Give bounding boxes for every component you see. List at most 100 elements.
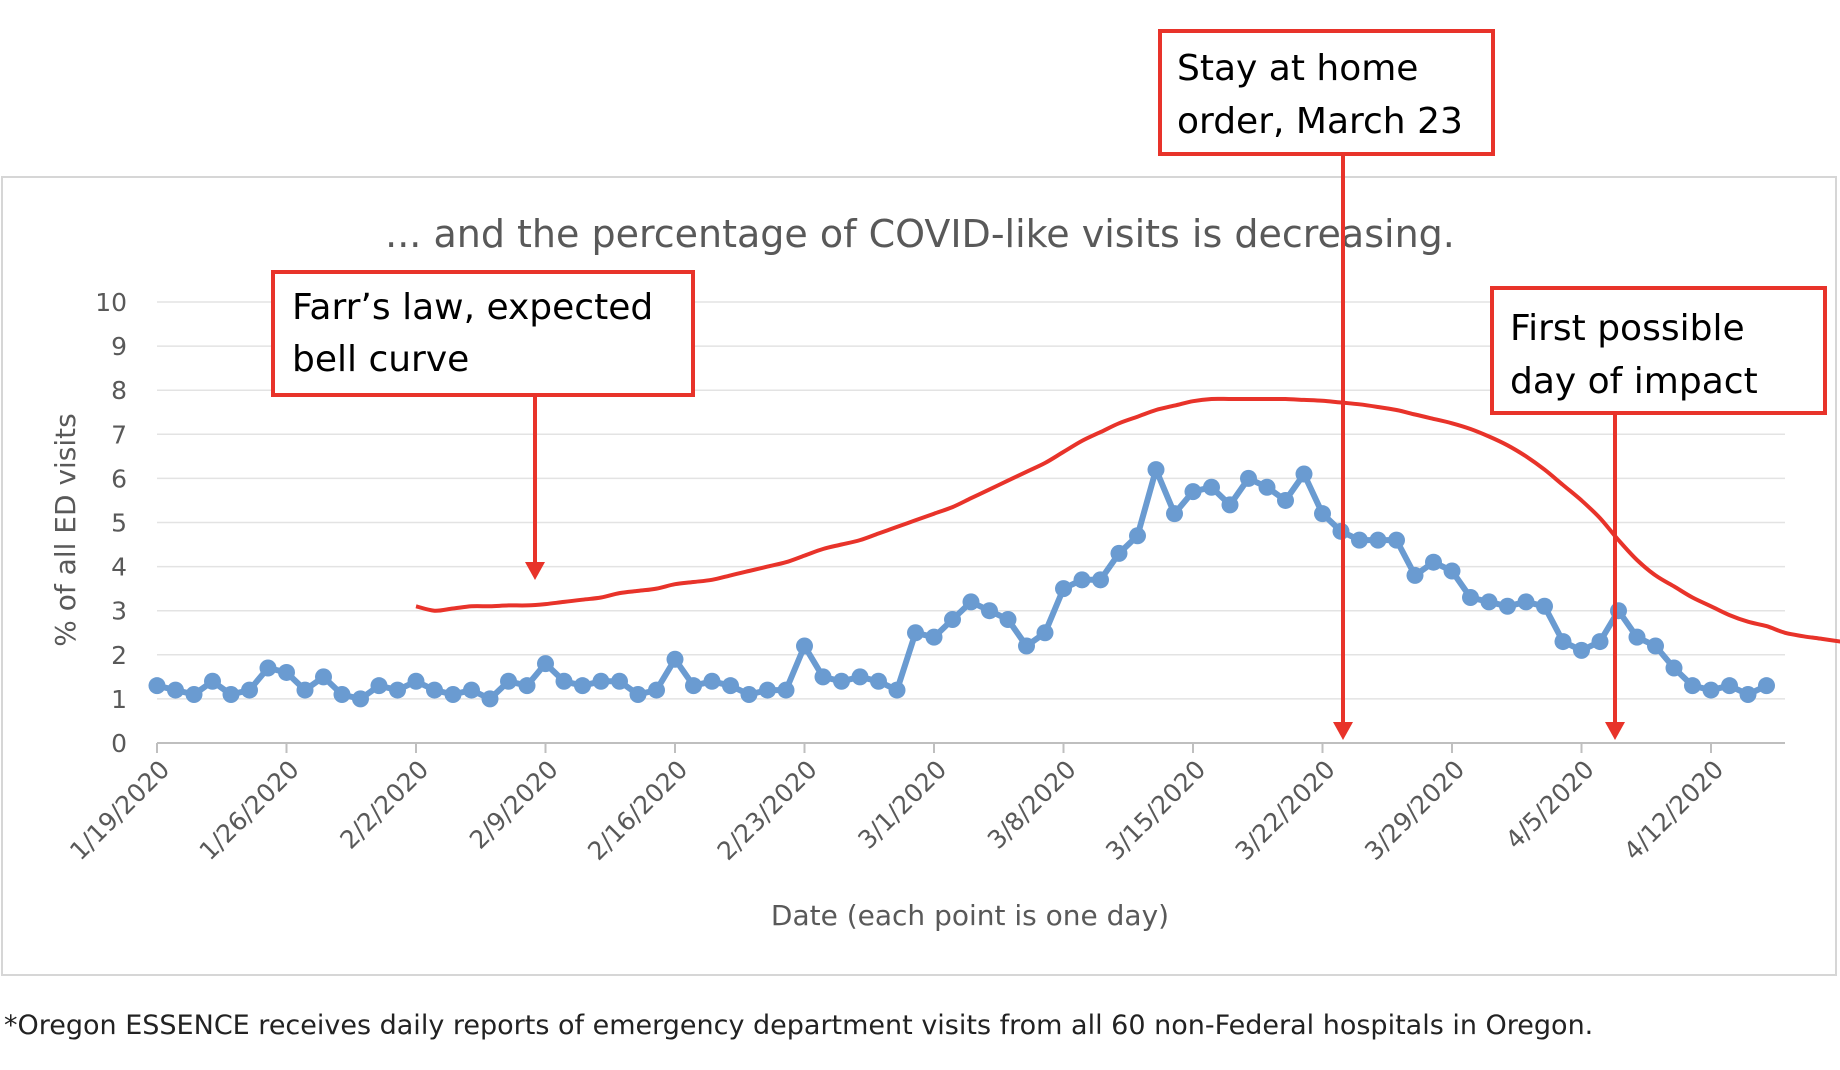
series-bell-curve	[415, 396, 1840, 644]
footnote: *Oregon ESSENCE receives daily reports o…	[4, 1010, 1594, 1041]
data-point	[1073, 571, 1091, 589]
data-point	[537, 655, 554, 673]
data-point	[1129, 527, 1146, 545]
y-tick-label: 9	[111, 332, 127, 361]
data-point	[1258, 478, 1276, 496]
data-point	[1314, 505, 1331, 523]
y-tick-label: 6	[111, 464, 127, 493]
data-point	[481, 690, 499, 708]
data-point	[278, 663, 295, 681]
data-point	[962, 593, 980, 611]
data-point	[555, 672, 573, 690]
data-point	[592, 672, 610, 690]
data-point	[1092, 571, 1109, 589]
annotation: First possible day of impact	[1490, 286, 1827, 740]
annotation-text: bell curve	[292, 339, 469, 380]
data-point	[1702, 681, 1720, 699]
data-point	[1166, 505, 1183, 523]
data-point	[907, 624, 924, 642]
data-point	[666, 650, 684, 668]
data-point	[574, 677, 591, 695]
data-point	[1443, 562, 1461, 580]
data-point	[629, 685, 647, 703]
data-point	[1147, 461, 1165, 479]
data-point	[1517, 593, 1535, 611]
data-point	[1573, 641, 1590, 659]
annotation-box	[1158, 29, 1495, 156]
data-point	[1425, 553, 1442, 571]
data-point	[518, 677, 536, 695]
data-point	[259, 659, 277, 677]
data-point	[1203, 478, 1220, 496]
data-point	[759, 681, 776, 699]
data-point	[1110, 544, 1128, 562]
data-point	[685, 677, 702, 695]
y-tick-label: 10	[95, 288, 127, 317]
y-tick-label: 1	[111, 685, 127, 714]
data-point	[185, 685, 203, 703]
data-point	[1684, 677, 1701, 695]
data-point	[648, 681, 665, 699]
data-point	[833, 672, 850, 690]
data-point	[1647, 637, 1664, 655]
data-point	[1018, 637, 1035, 655]
data-point	[407, 672, 425, 690]
data-point	[740, 685, 758, 703]
data-point	[1351, 531, 1368, 549]
y-tick-label: 0	[111, 729, 127, 758]
data-point	[352, 690, 369, 708]
data-point	[1665, 659, 1683, 677]
arrow-head-icon	[1333, 722, 1353, 740]
chart-title: ... and the percentage of COVID-like vis…	[385, 212, 1455, 256]
annotation: Farr’s law, expected bell curve	[271, 270, 695, 580]
annotations: Farr’s law, expected bell curve Stay at ho…	[271, 29, 1827, 740]
data-point	[722, 677, 739, 695]
y-axis-ticks: 0 1 2 3 4 5 6 7 8 9 10	[95, 288, 127, 758]
data-point	[222, 685, 240, 703]
data-point	[389, 681, 406, 699]
data-point	[851, 668, 869, 686]
data-point	[1610, 602, 1627, 620]
data-point	[796, 637, 813, 655]
data-point	[1536, 597, 1553, 615]
data-point	[204, 672, 221, 690]
data-point	[1221, 496, 1239, 514]
y-tick-label: 7	[111, 420, 127, 449]
data-point	[814, 668, 832, 686]
y-tick-label: 8	[111, 376, 127, 405]
data-point	[870, 672, 887, 690]
data-point	[241, 681, 258, 699]
data-point	[703, 672, 721, 690]
data-point	[500, 672, 517, 690]
data-point	[1369, 531, 1387, 549]
data-point	[1499, 597, 1516, 615]
annotation-box	[271, 270, 695, 397]
data-point	[1591, 633, 1609, 651]
data-point	[463, 681, 480, 699]
data-point	[1758, 677, 1775, 695]
data-point	[1406, 566, 1424, 584]
y-tick-label: 2	[111, 641, 127, 670]
data-point	[1055, 580, 1072, 598]
bell-curve-line	[415, 396, 1840, 644]
data-point	[1739, 685, 1757, 703]
annotation-text: Farr’s law, expected	[292, 287, 653, 328]
data-point	[1277, 491, 1294, 509]
data-point	[1628, 628, 1646, 646]
data-point	[1295, 465, 1313, 483]
data-point	[1388, 531, 1405, 549]
y-tick-label: 3	[111, 597, 127, 626]
y-tick-label: 5	[111, 509, 127, 538]
data-point	[1036, 624, 1054, 642]
data-point	[1554, 633, 1572, 651]
series-ed-visits	[148, 461, 1775, 708]
data-point	[981, 602, 998, 620]
y-axis-label: % of all ED visits	[49, 413, 82, 646]
data-point	[925, 628, 943, 646]
annotation-text: Stay at home	[1177, 48, 1418, 89]
annotation-text: order, March 23	[1177, 101, 1463, 142]
data-point	[315, 668, 332, 686]
series-line	[156, 466, 1768, 702]
data-point	[1184, 483, 1202, 501]
annotation-text: First possible	[1510, 308, 1745, 349]
